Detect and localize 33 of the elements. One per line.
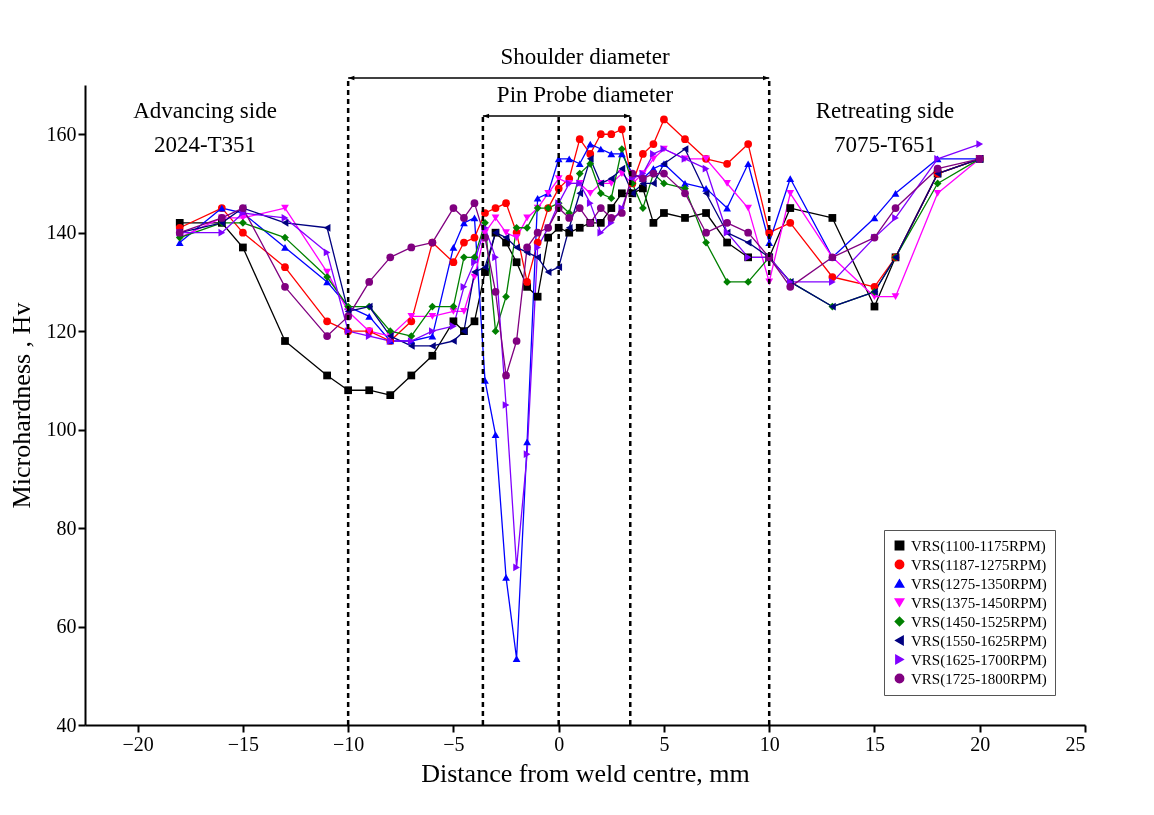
text: Shoulder diameter xyxy=(500,44,670,69)
annotation: 2024-T351 xyxy=(153,132,257,157)
y-tick-label: 60 xyxy=(56,615,77,638)
legend-label: VRS(1275-1350RPM) xyxy=(911,575,1047,593)
x-tick-label: 0 xyxy=(554,732,565,755)
legend-label: VRS(1625-1700RPM) xyxy=(911,651,1047,669)
x-tick-label: 10 xyxy=(759,732,780,755)
y-tick-label: 100 xyxy=(46,418,77,441)
x-tick-label: −15 xyxy=(227,732,260,755)
annotation: 7075-T651 xyxy=(833,132,937,157)
x-tick-label: 5 xyxy=(659,732,670,755)
y-tick-label: 40 xyxy=(56,713,77,736)
x-tick-label: 25 xyxy=(1065,732,1086,755)
x-tick-label: −5 xyxy=(443,732,465,755)
x-tick-label: 15 xyxy=(864,732,885,755)
y-tick-label: 160 xyxy=(46,122,77,145)
legend-label: VRS(1725-1800RPM) xyxy=(911,670,1047,688)
legend-label: VRS(1100-1175RPM) xyxy=(911,537,1046,555)
y-tick-label: 120 xyxy=(46,319,77,342)
y-tick-label: 140 xyxy=(46,221,77,244)
x-axis-title: Distance from weld centre, mm xyxy=(421,758,750,788)
x-tick-label: −20 xyxy=(122,732,154,755)
y-axis-title: Microhardness , Hv xyxy=(6,302,36,509)
annotation: Pin Probe diameter xyxy=(496,82,674,107)
annotation: Advancing side xyxy=(133,98,277,123)
legend-label: VRS(1375-1450RPM) xyxy=(911,594,1047,612)
x-tick-label: 20 xyxy=(970,732,991,755)
y-tick-label: 80 xyxy=(56,516,77,539)
legend-label: VRS(1450-1525RPM) xyxy=(911,613,1047,631)
annotation: Retreating side xyxy=(815,98,955,123)
x-tick-label: −10 xyxy=(333,732,365,755)
legend-label: VRS(1550-1625RPM) xyxy=(911,632,1047,650)
legend-label: VRS(1187-1275RPM) xyxy=(911,556,1047,574)
